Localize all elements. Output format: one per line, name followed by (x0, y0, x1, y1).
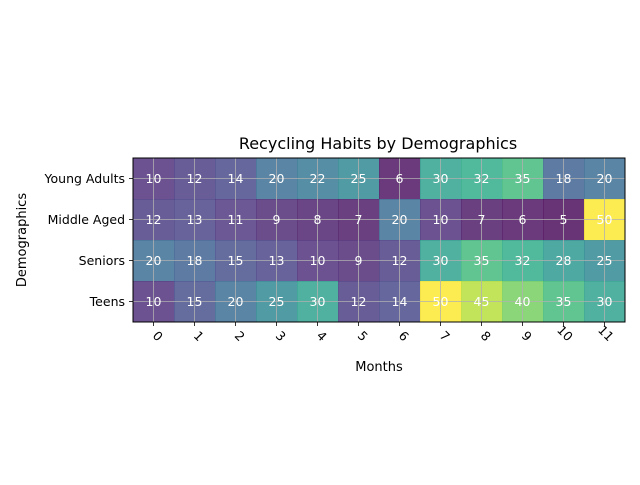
y-axis-ticks: Young Adults Middle Aged Seniors Teens (44, 171, 133, 309)
cell-value-label: 10 (310, 253, 326, 268)
y-axis-label: Demographics (15, 193, 30, 287)
y-tick-label: Seniors (79, 253, 125, 268)
cell-value-label: 7 (355, 212, 363, 227)
y-tick-label: Young Adults (44, 171, 125, 186)
x-tick-label: 1 (191, 328, 207, 344)
x-tick-label: 5 (355, 328, 371, 344)
cell-value-label: 6 (396, 171, 404, 186)
heatmap-cells (133, 158, 626, 323)
cell-labels: 10 12 14 20 22 25 6 30 32 35 18 20 12 13 11 9 8 7 20 10 7 6 5 5… (146, 171, 613, 309)
cell-value-label: 14 (392, 294, 408, 309)
cell-value-label: 28 (556, 253, 572, 268)
cell-value-label: 20 (392, 212, 408, 227)
cell-value-label: 11 (228, 212, 244, 227)
cell-value-label: 32 (474, 171, 490, 186)
cell-value-label: 10 (146, 171, 162, 186)
x-tick-label: 9 (519, 328, 535, 344)
cell-value-label: 15 (228, 253, 244, 268)
cell-value-label: 45 (474, 294, 490, 309)
cell-value-label: 25 (597, 253, 613, 268)
cell-value-label: 5 (560, 212, 568, 227)
cell-value-label: 14 (228, 171, 244, 186)
plot-frame (132, 157, 626, 323)
chart-title: Recycling Habits by Demographics (239, 134, 517, 153)
cell-value-label: 18 (187, 253, 203, 268)
cell-value-label: 13 (269, 253, 285, 268)
x-tick-label: 11 (595, 322, 617, 344)
cell-value-label: 12 (146, 212, 162, 227)
cell-value-label: 7 (478, 212, 486, 227)
x-tick-label: 10 (554, 322, 576, 344)
cell-value-label: 12 (351, 294, 367, 309)
cell-value-label: 8 (314, 212, 322, 227)
cell-value-label: 50 (597, 212, 613, 227)
cell-value-label: 6 (519, 212, 527, 227)
cell-value-label: 35 (556, 294, 572, 309)
cell-value-label: 20 (269, 171, 285, 186)
cell-value-label: 30 (433, 171, 449, 186)
cell-value-label: 40 (515, 294, 531, 309)
cell-value-label: 18 (556, 171, 572, 186)
x-tick-label: 6 (396, 328, 412, 344)
x-tick-label: 7 (437, 328, 453, 344)
cell-value-label: 20 (146, 253, 162, 268)
cell-value-label: 20 (228, 294, 244, 309)
cell-value-label: 30 (310, 294, 326, 309)
x-tick-label: 8 (478, 328, 494, 344)
x-axis-ticks: 0 1 2 3 4 5 6 7 8 9 10 11 (150, 322, 617, 344)
cell-value-label: 12 (392, 253, 408, 268)
cell-value-label: 12 (187, 171, 203, 186)
cell-value-label: 30 (597, 294, 613, 309)
cell-value-label: 35 (474, 253, 490, 268)
cell-value-label: 25 (351, 171, 367, 186)
cell-value-label: 13 (187, 212, 203, 227)
cell-value-label: 32 (515, 253, 531, 268)
cell-value-label: 50 (433, 294, 449, 309)
cell-value-label: 35 (515, 171, 531, 186)
grid-lines (133, 158, 625, 322)
cell-value-label: 10 (146, 294, 162, 309)
cell-value-label: 9 (273, 212, 281, 227)
cell-value-label: 22 (310, 171, 326, 186)
x-tick-label: 2 (232, 328, 248, 344)
x-axis-label: Months (355, 360, 403, 375)
cell-value-label: 20 (597, 171, 613, 186)
cell-value-label: 9 (355, 253, 363, 268)
y-tick-label: Middle Aged (48, 212, 125, 227)
cell-value-label: 30 (433, 253, 449, 268)
x-tick-label: 3 (273, 328, 289, 344)
x-tick-label: 4 (314, 328, 330, 344)
cell-value-label: 25 (269, 294, 285, 309)
cell-value-label: 15 (187, 294, 203, 309)
x-tick-label: 0 (150, 328, 166, 344)
y-tick-label: Teens (89, 294, 125, 309)
cell-value-label: 10 (433, 212, 449, 227)
